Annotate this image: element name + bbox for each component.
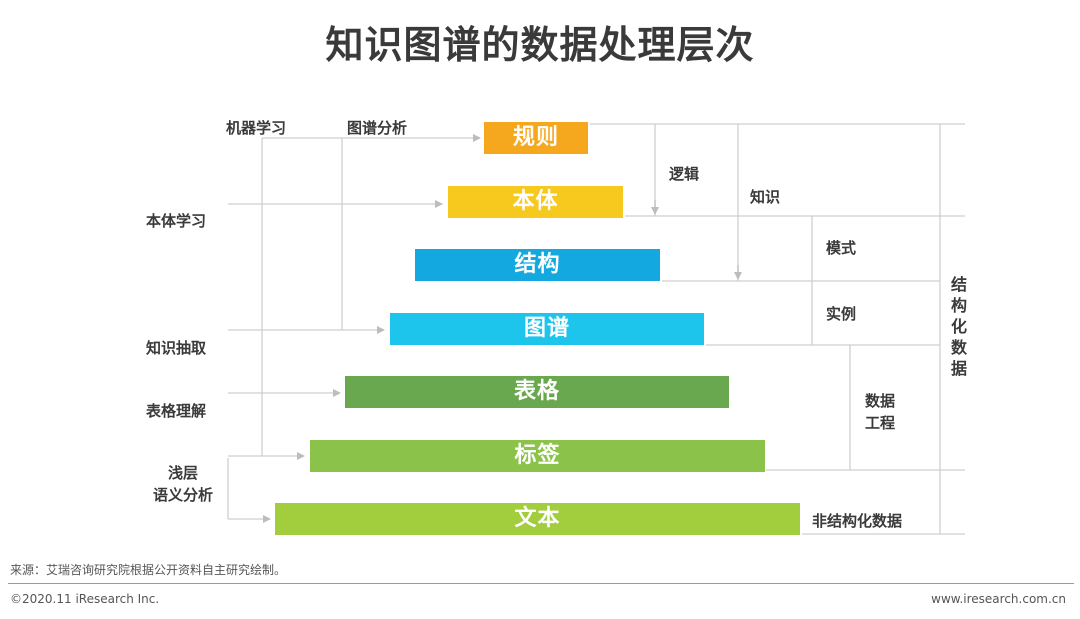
label-table-understanding: 表格理解 [146, 402, 207, 420]
label-shallow-line2: 语义分析 [152, 486, 213, 504]
label-logic: 逻辑 [669, 165, 700, 183]
page-title: 知识图谱的数据处理层次 [325, 23, 755, 67]
layer-bar-tag: 标签 [310, 440, 765, 472]
label-data-engineering: 数据 工程 [858, 390, 902, 434]
layer-bar-ontology: 本体 [448, 186, 623, 218]
layer-bar-graph: 图谱 [390, 313, 704, 345]
label-shallow-line1: 浅层 [167, 464, 198, 482]
label-shallow-semantic: 浅层 语义分析 [146, 462, 220, 506]
label-graph-analysis: 图谱分析 [347, 119, 408, 137]
layer-bar-structure: 结构 [415, 249, 660, 281]
label-ontology-learning: 本体学习 [146, 212, 207, 230]
label-structured-data: 结构化数据 [950, 275, 967, 378]
label-unstructured-data: 非结构化数据 [812, 512, 903, 530]
layer-bar-text: 文本 [275, 503, 800, 535]
label-data-eng-line2: 工程 [864, 414, 895, 432]
label-machine-learning: 机器学习 [226, 119, 287, 137]
copyright-text: ©2020.11 iResearch Inc. [10, 592, 160, 606]
label-instance: 实例 [826, 305, 857, 323]
label-knowledge-extraction: 知识抽取 [146, 339, 207, 357]
label-knowledge: 知识 [750, 188, 781, 206]
layer-bar-rules: 规则 [484, 122, 588, 154]
source-note: 来源：艾瑞咨询研究院根据公开资料自主研究绘制。 [10, 563, 287, 577]
label-data-eng-line1: 数据 [864, 392, 895, 410]
layer-bar-table: 表格 [345, 376, 729, 408]
footer-divider [8, 583, 1074, 584]
website-text: www.iresearch.com.cn [931, 592, 1066, 606]
label-schema: 模式 [826, 239, 857, 257]
